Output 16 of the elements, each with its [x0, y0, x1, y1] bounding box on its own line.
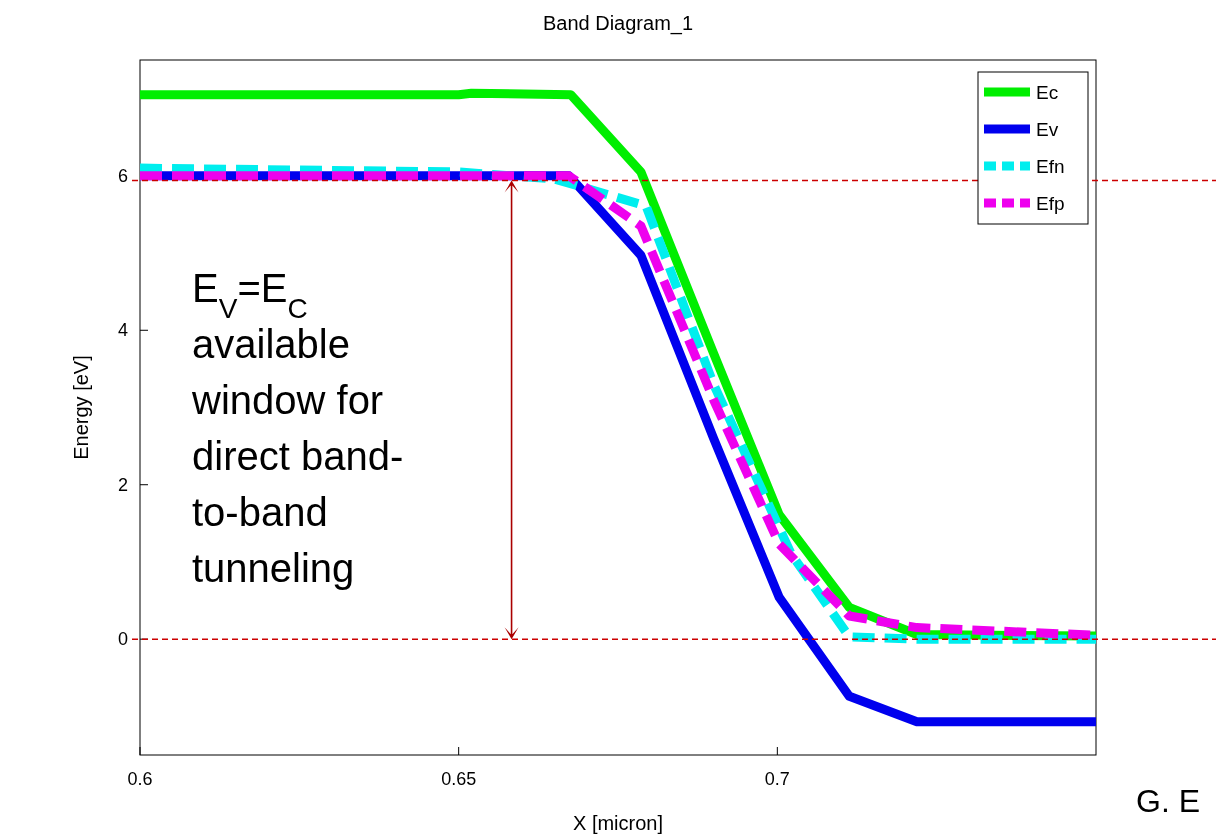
y-axis-title: Energy [eV] — [70, 355, 92, 460]
y-tick-label: 2 — [117, 474, 128, 495]
y-tick-label: 0 — [117, 629, 128, 650]
y-tick-label: 6 — [117, 165, 128, 186]
x-tick-label: 0.7 — [764, 769, 790, 789]
legend-label: Efp — [1036, 193, 1065, 214]
chart-title: Band Diagram_1 — [542, 12, 694, 35]
x-tick-label: 0.6 — [127, 769, 153, 789]
x-tick-label: 0.65 — [441, 769, 477, 789]
legend-label: Efn — [1036, 156, 1065, 177]
x-axis-title: X [micron] — [572, 812, 664, 834]
y-tick-label: 4 — [117, 320, 128, 341]
legend-label: Ec — [1036, 82, 1059, 103]
text: E$_{V}$=E$_{C}$ available window for direct band- to-band tunneling — [192, 266, 404, 590]
legend-label: Ev — [1036, 119, 1059, 140]
text: G. E — [1136, 783, 1201, 819]
